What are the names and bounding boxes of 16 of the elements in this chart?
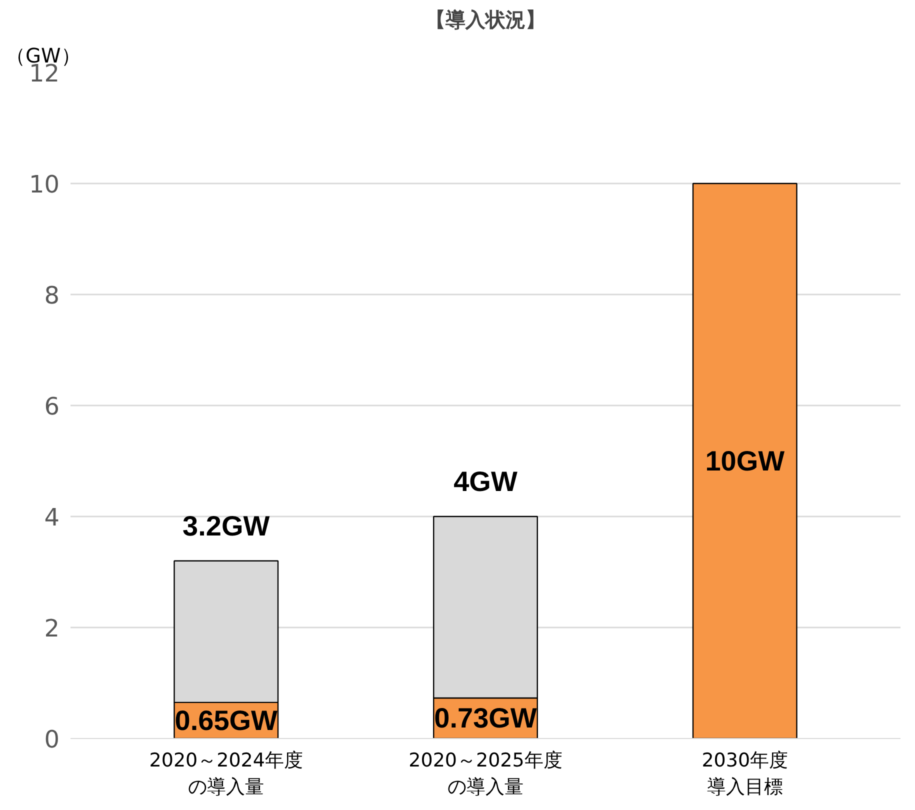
bar (692, 182, 798, 738)
data-label: 10GW (705, 446, 786, 476)
y-tick-label: 0 (44, 726, 60, 754)
y-tick-label: 10 (28, 170, 60, 198)
y-tick-label: 6 (44, 392, 60, 420)
y-tick-label: 8 (44, 282, 60, 310)
data-label: 0.73GW (434, 702, 538, 734)
y-tick-label: 2 (44, 614, 60, 642)
x-tick-label: 2020～2024年度の導入量 (149, 750, 303, 798)
chart-title: 【導入状況】 (426, 8, 546, 32)
y-tick-label: 4 (44, 504, 60, 532)
total-label: 3.2GW (182, 510, 270, 542)
total-label: 4GW (454, 466, 518, 498)
data-label: 0.65GW (174, 704, 278, 736)
x-tick-label: 2030年度導入目標 (702, 750, 788, 798)
x-tick-label: 2020～2025年度の導入量 (408, 750, 562, 798)
